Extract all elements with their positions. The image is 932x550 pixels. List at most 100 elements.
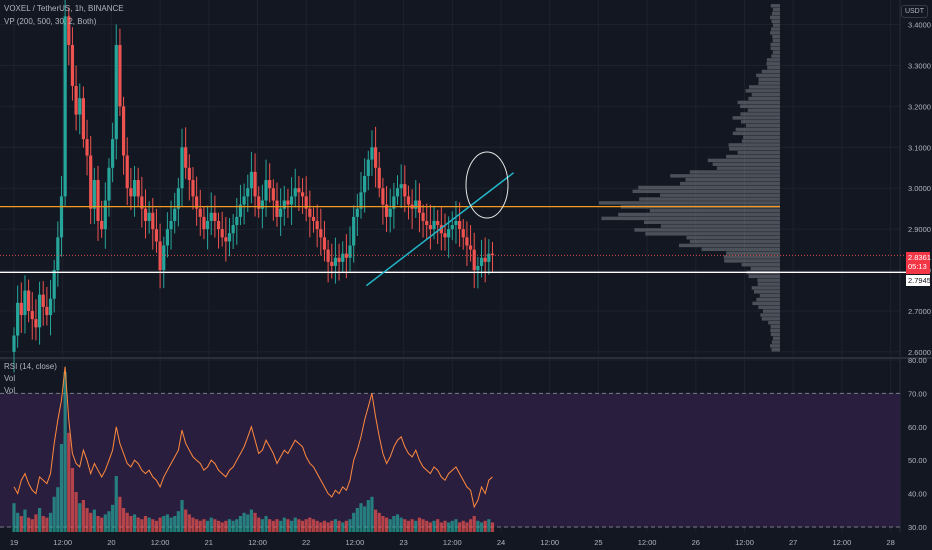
volume-bar-126 <box>472 516 476 532</box>
volume-bar-36 <box>143 516 148 532</box>
volume-profile-row-61 <box>740 112 780 116</box>
volume-bar-122 <box>458 522 462 532</box>
volume-bar-10 <box>48 512 53 532</box>
volume-bar-84 <box>319 522 323 532</box>
volume-bar-116 <box>436 519 440 532</box>
time-tick-18: 28 <box>886 538 894 547</box>
volume-bar-49 <box>191 517 195 532</box>
volume-bar-20 <box>85 508 89 532</box>
rsi-line <box>13 366 493 509</box>
volume-bar-33 <box>132 514 137 532</box>
candle-body-60 <box>231 225 235 234</box>
volume-bar-78 <box>297 519 301 532</box>
rsi-tick-5: 30.00 <box>908 523 927 532</box>
volume-bar-109 <box>410 519 414 532</box>
volume-profile-row-67 <box>745 89 780 93</box>
volume-profile-legend[interactable]: VP (200, 500, 30, 2, Both) <box>4 17 97 26</box>
time-tick-9: 12:00 <box>443 538 462 547</box>
volume-bar-92 <box>348 519 352 532</box>
volume-bar-48 <box>187 514 191 532</box>
volume-bar-30 <box>121 508 126 532</box>
time-tick-15: 12:00 <box>735 538 754 547</box>
volume-bar-91 <box>344 520 348 532</box>
volume-bar-41 <box>162 516 166 532</box>
volume-profile-row-7 <box>768 320 780 325</box>
volume-profile-row-41 <box>632 189 780 194</box>
volume-profile-row-9 <box>760 313 780 317</box>
volume-bar-8 <box>41 516 45 532</box>
volume-bar-95 <box>359 503 363 532</box>
candle-body-12 <box>56 237 60 271</box>
price-overlays <box>0 151 906 287</box>
candle-body-90 <box>341 253 345 262</box>
volume-bar-88 <box>333 519 338 532</box>
volume-bar-42 <box>165 514 170 532</box>
volume-profile-row-28 <box>689 239 780 244</box>
volume-bar-115 <box>432 520 436 532</box>
volume-profile-row-25 <box>726 251 780 255</box>
volume-profile-row-2 <box>771 340 780 344</box>
volume-profile-row-11 <box>758 305 780 309</box>
candle-body-26 <box>107 167 111 201</box>
vol-legend-2[interactable]: Vol <box>4 386 16 395</box>
volume-profile-row-64 <box>737 100 780 105</box>
candle-body-25 <box>103 200 107 230</box>
volume-bar-62 <box>238 516 243 532</box>
candle-body-128 <box>479 257 484 266</box>
volume-profile-row-65 <box>748 96 780 101</box>
currency-button[interactable]: USDT <box>900 5 928 18</box>
volume-bar-3 <box>23 509 27 532</box>
volume-bar-77 <box>293 517 297 532</box>
volume-profile-row-58 <box>745 123 780 128</box>
volume-bar-96 <box>363 506 367 532</box>
volume-profile-row-70 <box>758 77 780 81</box>
volume-bar-110 <box>414 520 418 532</box>
candle-body-122 <box>458 220 462 230</box>
level-price-tag: 2.7945 <box>906 275 931 286</box>
candle-body-8 <box>41 294 45 307</box>
candle-body-120 <box>450 225 454 230</box>
volume-bar-64 <box>246 514 250 532</box>
candle-body-28 <box>114 45 118 140</box>
price-tick-5: 2.9000 <box>908 225 931 234</box>
candle-body-80 <box>304 196 308 209</box>
volume-bar-125 <box>468 519 473 532</box>
candle-body-106 <box>399 184 403 189</box>
candle-countdown: 05:13 <box>908 262 927 271</box>
candle-body-78 <box>297 188 301 193</box>
volume-profile-row-43 <box>680 181 780 186</box>
candle-body-105 <box>395 188 400 197</box>
volume-profile-row-54 <box>741 139 780 143</box>
volume-bar-100 <box>377 512 381 532</box>
volume-bar-35 <box>140 519 144 532</box>
candle-body-23 <box>96 180 100 221</box>
time-tick-6: 22 <box>302 538 310 547</box>
candle-body-15 <box>67 16 71 46</box>
last-price-value: 2.8361 <box>908 253 931 262</box>
candle-body-125 <box>468 245 473 250</box>
candle-body-124 <box>465 237 469 246</box>
drawn-ellipse <box>465 151 509 219</box>
volume-profile-row-16 <box>751 286 780 290</box>
rsi-legend[interactable]: RSI (14, close) <box>4 362 57 371</box>
volume-profile-row-32 <box>660 224 780 228</box>
volume-profile-row-79 <box>770 42 780 47</box>
vol-legend-1[interactable]: Vol <box>4 374 16 383</box>
volume-bar-58 <box>224 520 228 532</box>
volume-bar-129 <box>483 520 487 532</box>
candle-body-54 <box>209 212 213 221</box>
volume-bar-2 <box>19 516 23 532</box>
volume-bar-14 <box>63 372 67 532</box>
symbol-legend[interactable]: VOXEL / TetherUS, 1h, BINANCE <box>4 4 124 13</box>
candle-body-4 <box>27 290 31 311</box>
candle-body-52 <box>202 216 206 230</box>
volume-bar-9 <box>45 517 49 532</box>
volume-profile-row-30 <box>645 232 780 236</box>
candle-body-13 <box>59 196 64 238</box>
volume-profile-row-53 <box>728 143 780 147</box>
volume-bar-118 <box>443 520 447 532</box>
volume-bar-108 <box>406 520 411 532</box>
candle-body-36 <box>143 208 148 221</box>
candle-body-89 <box>337 257 341 262</box>
